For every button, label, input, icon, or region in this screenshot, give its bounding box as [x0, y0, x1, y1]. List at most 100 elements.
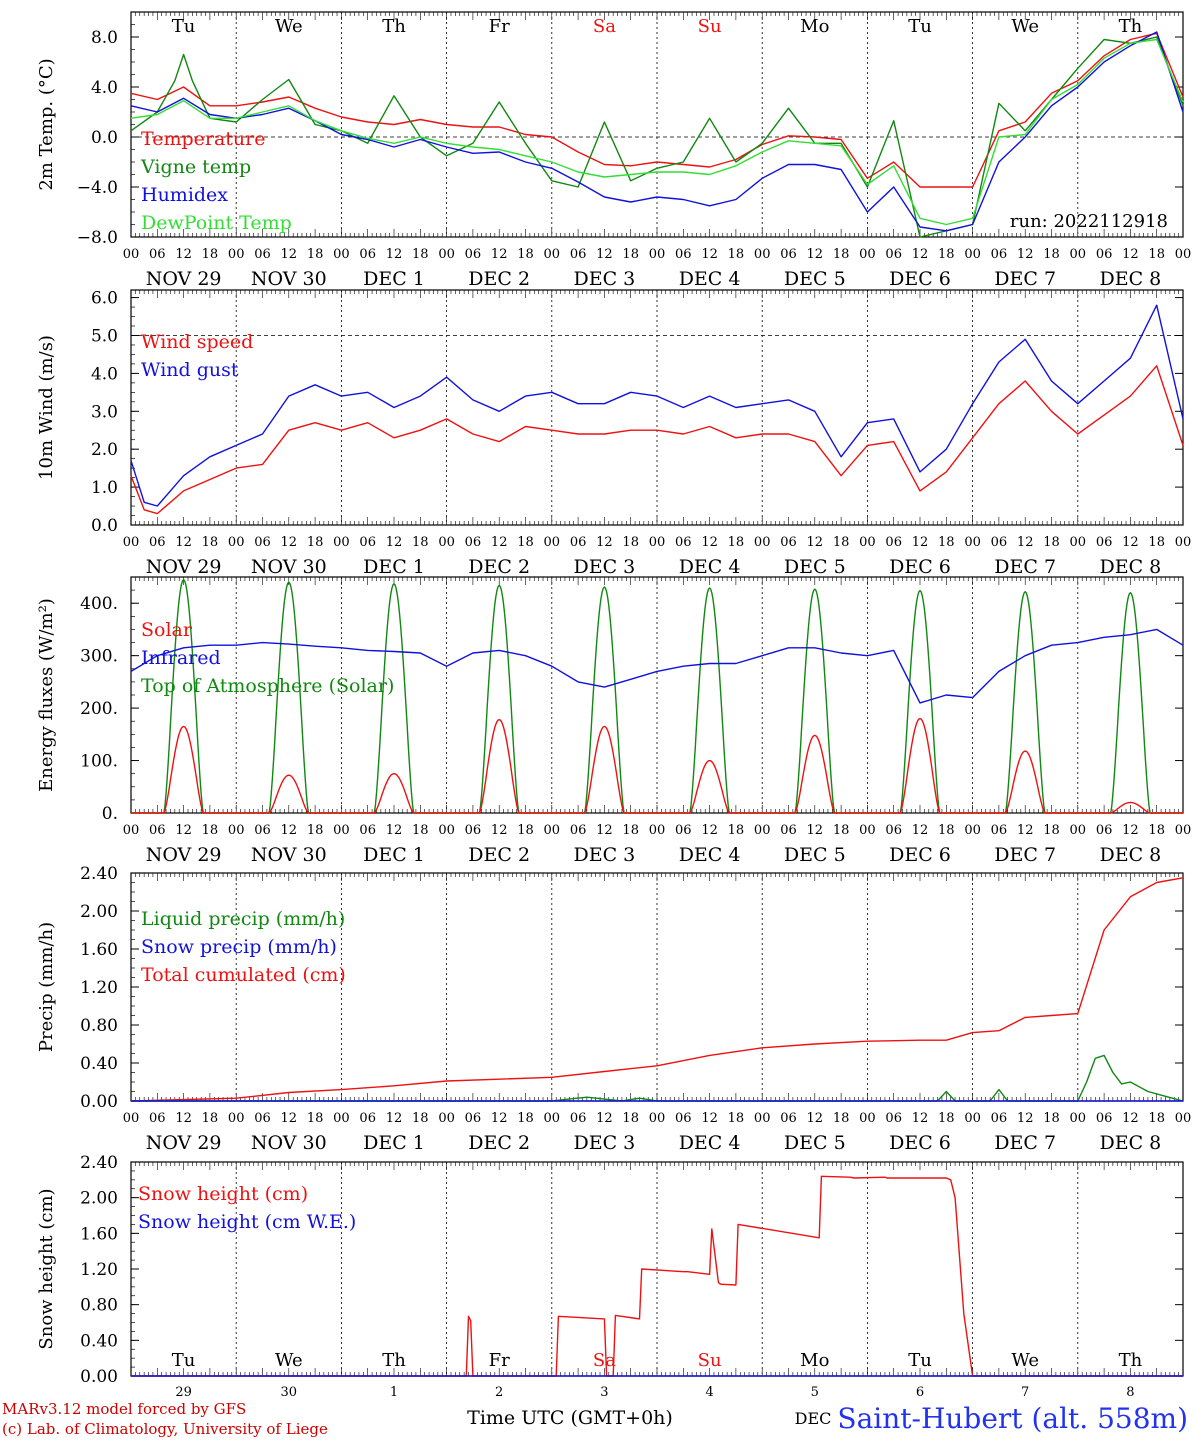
- hour-label: 06: [675, 1111, 692, 1126]
- hour-label: 00: [964, 535, 981, 550]
- series-toa-solar: [236, 581, 342, 814]
- hour-label: 00: [544, 823, 561, 838]
- y-tick-label: 0.40: [80, 1331, 118, 1351]
- hour-label: 12: [1122, 1111, 1139, 1126]
- legend-entry: Snow height (cm): [138, 1183, 308, 1205]
- y-tick-label: 1.20: [80, 1260, 118, 1280]
- y-tick-label: 6.0: [91, 289, 118, 309]
- date-label: DEC 5: [784, 844, 846, 866]
- y-tick-label: 2.40: [80, 1153, 118, 1173]
- date-label: DEC 7: [994, 1132, 1056, 1154]
- legend-entry: Wind speed: [141, 331, 253, 353]
- hour-label: 12: [281, 823, 298, 838]
- date-label: DEC 2: [468, 268, 530, 290]
- hour-label: 00: [859, 1111, 876, 1126]
- hour-label: 12: [912, 1111, 929, 1126]
- y-tick-label: 0.40: [80, 1054, 118, 1074]
- day-number-label: 3: [600, 1385, 608, 1400]
- date-label: DEC 5: [784, 1132, 846, 1154]
- hour-label: 18: [307, 1111, 324, 1126]
- date-label: DEC 2: [468, 1132, 530, 1154]
- hour-label: 00: [123, 823, 140, 838]
- y-tick-label: 1.60: [80, 1224, 118, 1244]
- hour-label: 06: [149, 535, 166, 550]
- hour-label: 18: [412, 247, 429, 262]
- hour-label: 06: [885, 247, 902, 262]
- footer-xlabel: Time UTC (GMT+0h): [467, 1407, 673, 1429]
- date-label: DEC 3: [574, 844, 636, 866]
- series-toa-solar: [867, 589, 973, 814]
- hour-label: 00: [123, 535, 140, 550]
- hour-label: 00: [1070, 535, 1087, 550]
- hour-label: 06: [991, 535, 1008, 550]
- hour-label: 12: [175, 247, 192, 262]
- hour-label: 12: [807, 247, 824, 262]
- hour-label: 06: [1096, 1111, 1113, 1126]
- y-tick-label: −4.0: [77, 178, 118, 198]
- hour-label: 06: [254, 247, 271, 262]
- hour-label: 06: [675, 823, 692, 838]
- hour-label: 18: [412, 535, 429, 550]
- series-liquid-precip-mm-h-: [131, 1054, 1184, 1102]
- hour-label: 12: [1017, 535, 1034, 550]
- y-tick-label: 1.0: [91, 478, 118, 498]
- station-title: Saint-Hubert (alt. 558m): [837, 1402, 1188, 1435]
- hour-label: 18: [307, 247, 324, 262]
- hour-label: 06: [570, 247, 587, 262]
- series-toa-solar: [972, 591, 1078, 814]
- hour-label: 12: [281, 1111, 298, 1126]
- hour-label: 18: [202, 1111, 219, 1126]
- hour-label: 00: [1070, 247, 1087, 262]
- date-label: DEC 5: [784, 556, 846, 578]
- hour-label: 00: [228, 247, 245, 262]
- hour-label: 12: [596, 535, 613, 550]
- date-label: DEC 8: [1100, 844, 1162, 866]
- y-tick-label: 4.0: [91, 364, 118, 384]
- hour-label: 00: [123, 247, 140, 262]
- hour-label: 06: [149, 1111, 166, 1126]
- hour-label: 18: [1148, 247, 1165, 262]
- hour-label: 06: [885, 535, 902, 550]
- hour-label: 12: [596, 823, 613, 838]
- hour-label: 18: [202, 535, 219, 550]
- hour-label: 12: [701, 823, 718, 838]
- hour-label: 12: [175, 535, 192, 550]
- series-solar: [1077, 801, 1183, 814]
- y-tick-label: 2.00: [80, 1189, 118, 1209]
- hour-label: 00: [1070, 1111, 1087, 1126]
- date-label: DEC 4: [679, 268, 741, 290]
- hour-label: 00: [964, 247, 981, 262]
- y-tick-label: 0.: [102, 804, 118, 824]
- hour-label: 06: [991, 823, 1008, 838]
- hour-label: 18: [938, 1111, 955, 1126]
- hour-label: 06: [359, 247, 376, 262]
- weekday-label: Sa: [593, 1350, 616, 1371]
- hour-label: 12: [386, 1111, 403, 1126]
- weekday-label: Sa: [593, 16, 616, 37]
- series-solar: [551, 725, 657, 814]
- panel-4: 2.40 2.00 1.60 1.20 0.80 0.40 0.00 Precip (mm/h…: [36, 864, 1191, 1154]
- series-wind-gust: [130, 304, 1184, 507]
- date-label: DEC 4: [679, 1132, 741, 1154]
- date-label: NOV 30: [251, 844, 327, 866]
- date-label: DEC 8: [1100, 268, 1162, 290]
- hour-label: 18: [622, 247, 639, 262]
- hour-label: 18: [728, 1111, 745, 1126]
- day-number-label: 8: [1126, 1385, 1134, 1400]
- y-tick-label: 0.00: [80, 1092, 118, 1112]
- hour-label: 00: [438, 247, 455, 262]
- hour-label: 18: [412, 1111, 429, 1126]
- hour-label: 00: [964, 1111, 981, 1126]
- y-tick-label: 100.: [80, 752, 118, 772]
- date-label: DEC 1: [363, 1132, 425, 1154]
- hour-label: 12: [491, 535, 508, 550]
- date-label: DEC 8: [1100, 556, 1162, 578]
- hour-label: 18: [728, 535, 745, 550]
- day-number-label: 6: [916, 1385, 924, 1400]
- hour-label: 18: [1043, 535, 1060, 550]
- hour-label: 06: [465, 823, 482, 838]
- hour-label: 06: [780, 535, 797, 550]
- hour-label: 12: [912, 823, 929, 838]
- weekday-label: Th: [1119, 16, 1143, 37]
- hour-label: 18: [307, 535, 324, 550]
